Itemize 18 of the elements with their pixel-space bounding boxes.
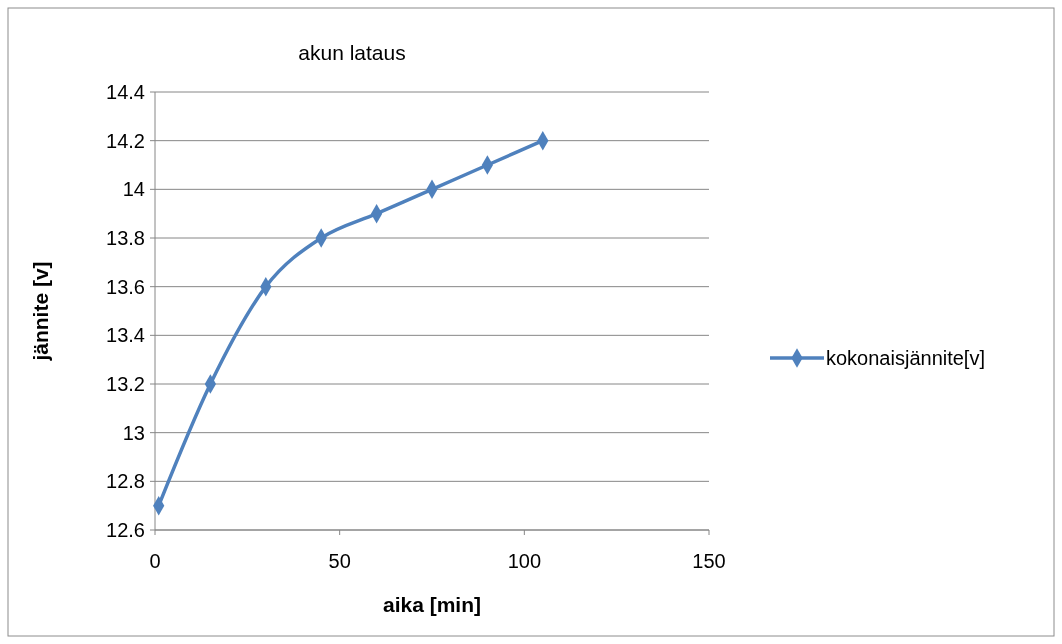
y-tick-label: 12.6: [106, 519, 145, 541]
chart-title: akun lataus: [298, 41, 406, 64]
y-tick-label: 13.4: [106, 324, 145, 347]
legend-label: kokonaisjännite[v]: [826, 347, 985, 369]
y-axis-title: jännite [v]: [29, 261, 52, 362]
y-tick-label: 13.6: [106, 275, 145, 298]
y-tick-label: 14.4: [106, 81, 145, 103]
y-tick-label: 12.8: [106, 470, 145, 493]
x-tick-label: 0: [149, 550, 161, 572]
y-tick-label: 14.2: [106, 129, 145, 152]
x-axis-title: aika [min]: [382, 593, 482, 616]
y-tick-label: 13.8: [106, 227, 145, 249]
x-tick-label: 150: [692, 550, 726, 572]
y-tick-label: 13: [122, 421, 145, 444]
x-tick-label: 100: [507, 550, 542, 572]
y-tick-label: 13.2: [106, 373, 145, 395]
x-tick-label: 50: [328, 550, 351, 572]
y-tick-label: 14: [122, 178, 145, 201]
